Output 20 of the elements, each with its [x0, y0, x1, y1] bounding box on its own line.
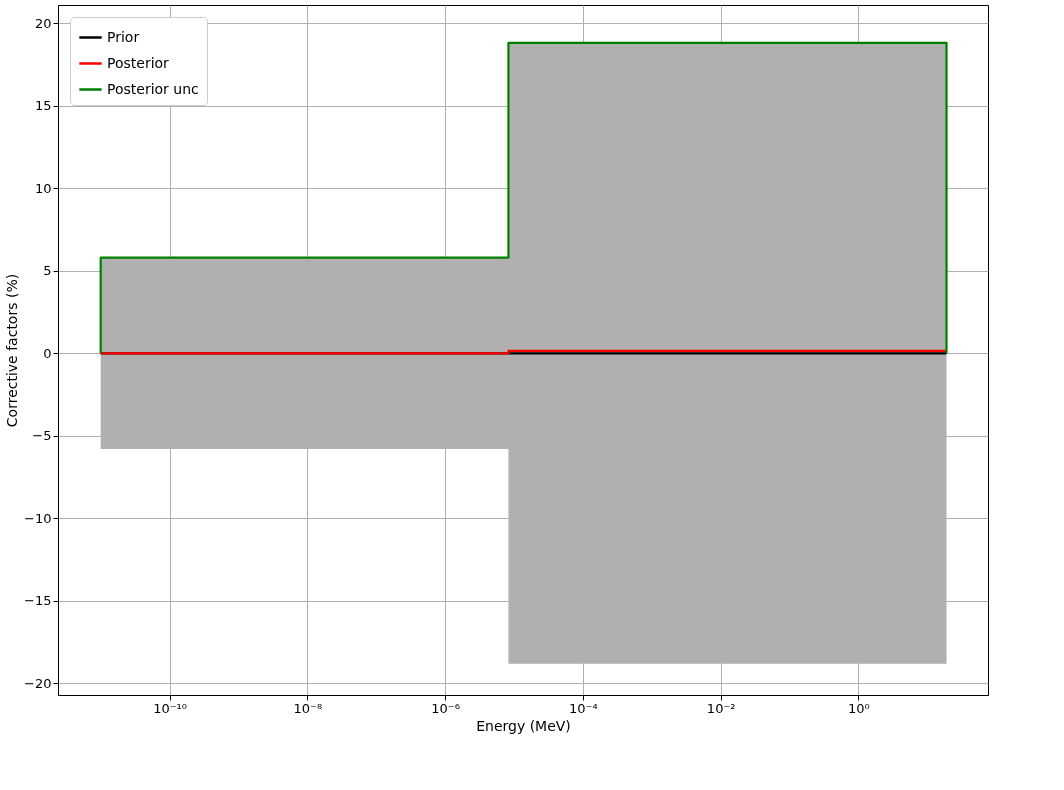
x-tick-label: 10⁻⁴ — [569, 700, 598, 716]
x-tick-label: 10⁻⁶ — [431, 700, 460, 716]
y-tick-label: 15 — [34, 98, 52, 114]
legend-label: Prior — [107, 28, 140, 45]
y-tick-label: −20 — [24, 675, 52, 691]
x-tick-label: 10⁻⁸ — [293, 700, 323, 716]
legend-label: Posterior — [107, 54, 170, 71]
x-tick-label: 10⁻¹⁰ — [153, 700, 187, 716]
x-tick-label: 10⁰ — [848, 700, 870, 716]
y-tick-label: 20 — [34, 15, 52, 31]
y-tick-label: −10 — [24, 510, 52, 526]
y-tick-label: 0 — [43, 345, 52, 361]
y-tick-label: 10 — [34, 180, 52, 196]
y-axis-title: Corrective factors (%) — [4, 273, 21, 428]
legend-label: Posterior unc — [107, 80, 199, 97]
x-axis-title: Energy (MeV) — [476, 717, 571, 734]
x-tick-label: 10⁻² — [706, 700, 736, 716]
y-tick-label: −15 — [24, 593, 52, 609]
y-tick-label: −5 — [32, 428, 52, 444]
y-tick-label: 5 — [43, 263, 52, 279]
